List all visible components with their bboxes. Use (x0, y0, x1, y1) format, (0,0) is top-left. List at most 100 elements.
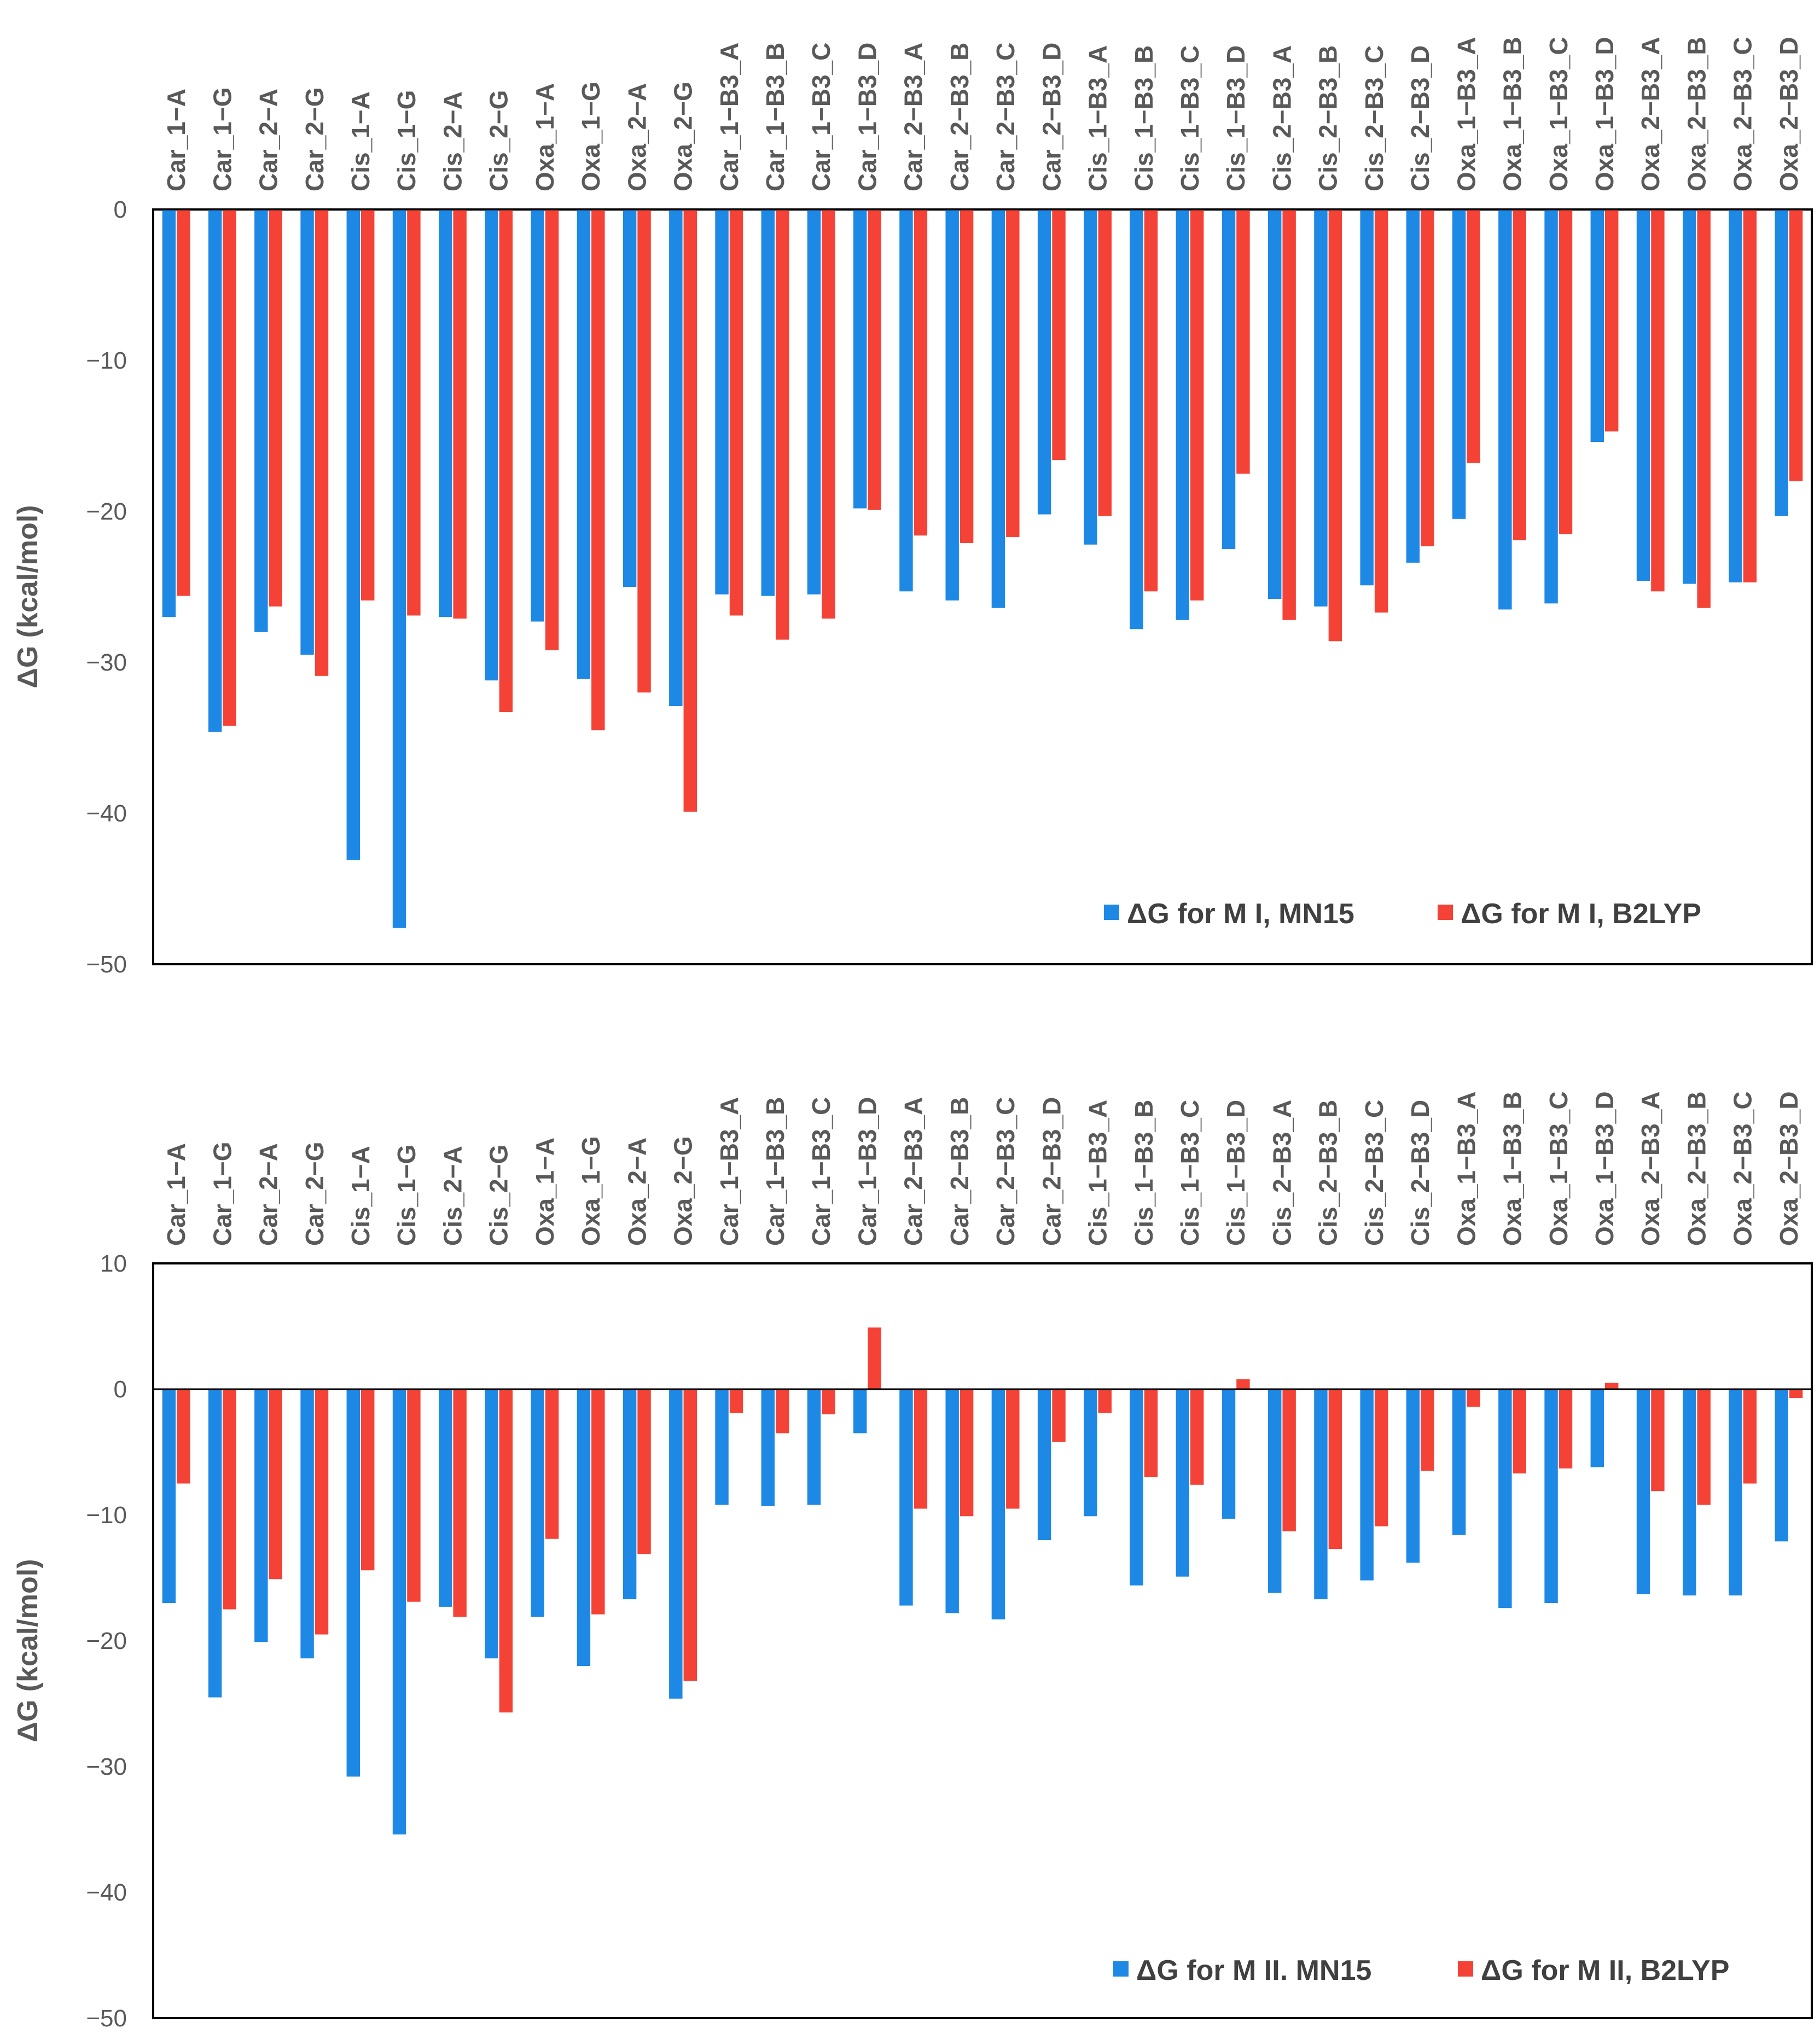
category-label: Oxa_1−B3_A (1452, 1091, 1480, 1246)
bar-b2lyp (223, 209, 236, 726)
bar-mn15 (1729, 209, 1742, 582)
bar-b2lyp (1789, 209, 1803, 481)
y-tick-label: 0 (114, 196, 127, 223)
category-label: Oxa_1−A (531, 83, 559, 191)
category-label: Oxa_1−B3_A (1452, 37, 1480, 191)
bar-b2lyp (1421, 209, 1434, 546)
bar-b2lyp (960, 209, 974, 543)
bar-b2lyp (1421, 1389, 1434, 1471)
bar-mn15 (300, 209, 314, 655)
legend-swatch-b2lyp (1438, 905, 1453, 920)
category-label: Cis_2−A (438, 1146, 467, 1246)
chart-m1: 0 −10 −20 −30 −40 −50 ΔG (kcal/mol) Car_1−A Car_… (12, 37, 1813, 978)
category-label: Car_2−G (300, 87, 329, 191)
bar-mn15 (1406, 1389, 1420, 1563)
bar-mn15 (623, 1389, 637, 1600)
category-label: Cis_2−B3_B (1314, 45, 1342, 191)
bar-b2lyp (1190, 1389, 1204, 1485)
bar-mn15 (1037, 209, 1051, 515)
bar-b2lyp (960, 1389, 974, 1517)
bar-b2lyp (361, 209, 375, 601)
bar-b2lyp (1651, 209, 1665, 592)
category-label: Cis_1−A (346, 1146, 375, 1246)
bar-b2lyp (545, 1389, 559, 1539)
legend-swatch-mn15 (1113, 1961, 1129, 1977)
bar-mn15 (300, 1389, 314, 1659)
bar-mn15 (1268, 209, 1282, 599)
bar-mn15 (807, 209, 821, 595)
bar-b2lyp (1513, 209, 1526, 540)
category-label: Cis_1−A (346, 91, 375, 191)
category-label: Oxa_2−A (623, 83, 651, 191)
bar-b2lyp (776, 1389, 789, 1433)
bar-b2lyp (1559, 1389, 1573, 1468)
bar-mn15 (577, 1389, 591, 1666)
y-tick-label: −20 (86, 1628, 127, 1654)
bar-b2lyp (683, 1389, 697, 1681)
bar-b2lyp (269, 1389, 282, 1580)
bar-mn15 (853, 209, 867, 509)
category-label: Cis_1−G (392, 90, 421, 191)
bar-mn15 (1544, 209, 1558, 604)
category-label: Cis_1−B3_A (1084, 1100, 1112, 1246)
bar-mn15 (577, 209, 591, 679)
category-label: Car_1−G (208, 87, 236, 191)
bar-mn15 (1360, 1389, 1374, 1581)
bar-b2lyp (223, 1389, 236, 1610)
category-label: Oxa_1−B3_C (1544, 37, 1573, 191)
category-label: Oxa_2−A (623, 1138, 651, 1246)
category-label: Car_2−B3_A (899, 1097, 928, 1246)
bar-b2lyp (1282, 1389, 1296, 1531)
category-label: Oxa_1−B3_D (1590, 1091, 1619, 1246)
category-label: Cis_2−B3_C (1360, 45, 1388, 191)
bar-b2lyp (1144, 1389, 1158, 1477)
bar-mn15 (1636, 1389, 1650, 1594)
bar-b2lyp (453, 209, 467, 619)
bar-b2lyp (269, 209, 282, 607)
bar-b2lyp (1328, 209, 1342, 642)
bar-mn15 (1222, 209, 1236, 549)
category-label: Cis_1−B3_D (1222, 1100, 1250, 1246)
bar-b2lyp (1052, 209, 1066, 461)
bar-mn15 (1544, 1389, 1558, 1603)
bar-mn15 (1360, 209, 1374, 586)
y-axis-title: ΔG (kcal/mol) (12, 1559, 44, 1742)
category-label: Cis_2−B3_A (1267, 1100, 1296, 1246)
category-label: Car_2−B3_B (945, 43, 974, 191)
category-label: Car_1−B3_A (715, 43, 743, 191)
category-label: Cis_2−G (485, 90, 513, 191)
category-label: Car_1−B3_D (853, 43, 881, 191)
bar-b2lyp (1098, 1389, 1112, 1413)
bar-mn15 (1452, 209, 1466, 519)
y-tick-label: −40 (86, 1879, 127, 1906)
bar-b2lyp (1374, 209, 1388, 613)
category-label: Car_2−B3_C (991, 43, 1020, 191)
bar-b2lyp (1651, 1389, 1665, 1491)
bar-b2lyp (407, 1389, 421, 1602)
bar-b2lyp (729, 1389, 743, 1413)
bar-b2lyp (1697, 1389, 1711, 1505)
bar-b2lyp (499, 1389, 513, 1713)
category-label: Oxa_2−B3_C (1729, 37, 1757, 191)
y-tick-label: −50 (86, 951, 127, 978)
bar-b2lyp (1743, 1389, 1757, 1484)
bar-b2lyp (1282, 209, 1296, 620)
bar-b2lyp (1513, 1389, 1526, 1474)
category-label: Car_2−B3_A (899, 43, 928, 191)
y-tick-label: −20 (86, 498, 127, 525)
bar-b2lyp (1697, 209, 1711, 608)
bar-mn15 (1176, 209, 1189, 620)
bar-b2lyp (499, 209, 513, 713)
bar-mn15 (1314, 209, 1328, 607)
legend-label-mn15: ΔG for M II. MN15 (1136, 1955, 1371, 1986)
bar-b2lyp (729, 209, 743, 616)
category-label: Car_1−B3_C (807, 1097, 835, 1246)
bar-mn15 (254, 1389, 268, 1642)
bar-b2lyp (1236, 1379, 1250, 1389)
category-label: Car_2−B3_D (1037, 1097, 1066, 1246)
y-tick-label: 10 (100, 1250, 127, 1277)
legend-label-b2lyp: ΔG for M II, B2LYP (1481, 1955, 1729, 1986)
legend-swatch-b2lyp (1458, 1961, 1473, 1977)
bar-mn15 (623, 209, 637, 587)
